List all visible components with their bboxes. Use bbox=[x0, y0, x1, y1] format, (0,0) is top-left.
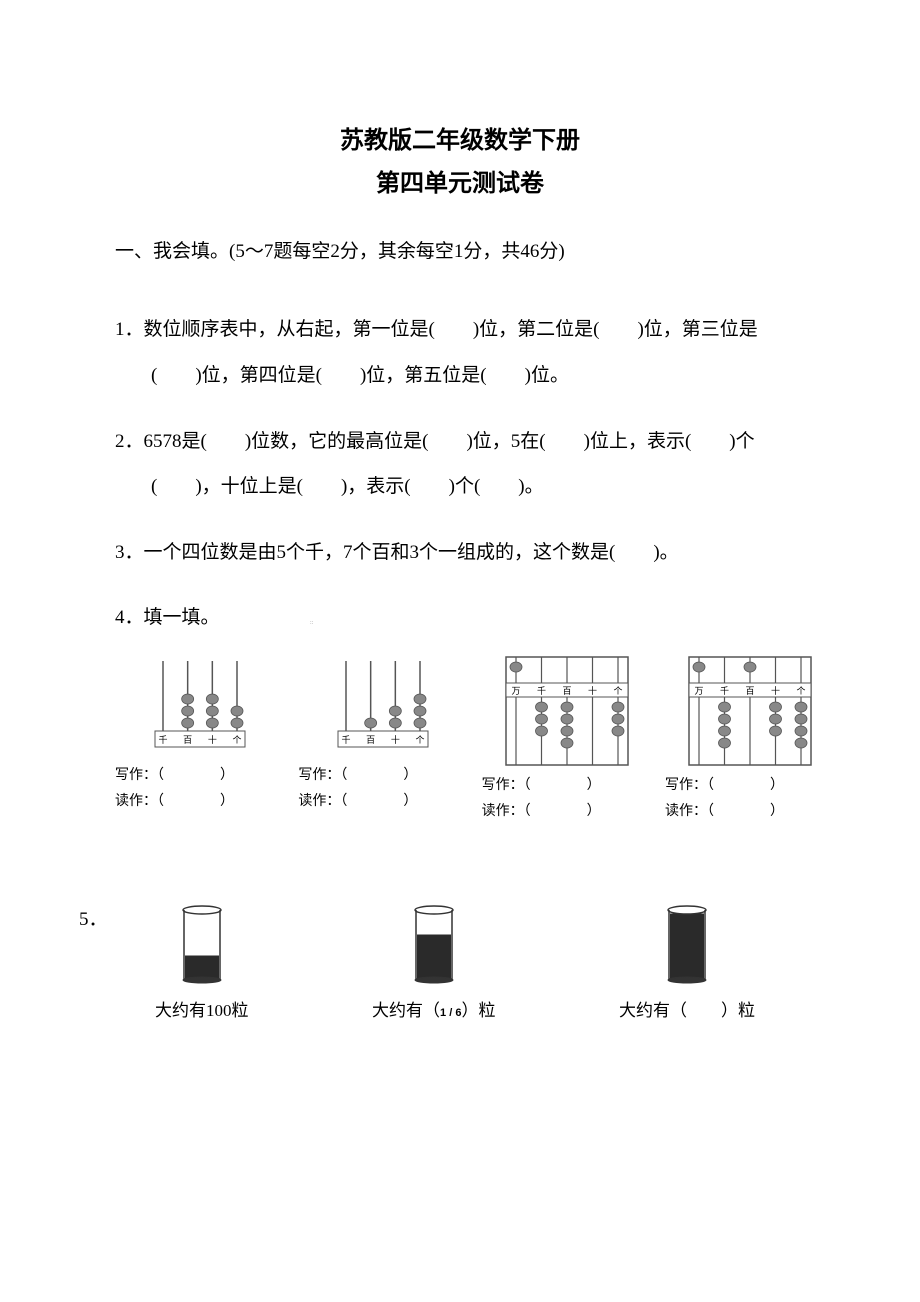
section-1-header: 一、我会填。(5～7题每空2分，其余每空1分，共46分) bbox=[115, 236, 805, 263]
watermark-icon: :: bbox=[310, 620, 313, 626]
abacus-item: 千 百 十 个 写作：（ ） 读作：（ ） bbox=[298, 651, 468, 824]
svg-text:千: 千 bbox=[342, 735, 351, 745]
cup-2: 大约有（1 / 6）粒 bbox=[372, 904, 495, 1021]
read-label: 读作：（ ） bbox=[298, 791, 468, 813]
question-4-label: 4．填一填。 bbox=[115, 607, 220, 628]
svg-text:百: 百 bbox=[745, 686, 754, 696]
question-5: 5． 大约有100粒 大约有（1 / 6）粒 大约有（ ）粒 bbox=[79, 904, 805, 1021]
cup-1-label: 大约有100粒 bbox=[155, 996, 249, 1021]
svg-text:千: 千 bbox=[158, 735, 167, 745]
write-label: 写作：（ ） bbox=[482, 775, 652, 797]
svg-text:万: 万 bbox=[511, 686, 520, 696]
svg-text:个: 个 bbox=[232, 735, 241, 745]
title-line-1: 苏教版二年级数学下册 bbox=[115, 120, 805, 163]
cup-3: 大约有（ ）粒 bbox=[619, 904, 755, 1021]
svg-text:十: 十 bbox=[391, 734, 400, 745]
svg-text:十: 十 bbox=[771, 685, 780, 696]
write-label: 写作：（ ） bbox=[665, 775, 835, 797]
title-line-2: 第四单元测试卷 bbox=[115, 163, 805, 206]
question-4: 4．填一填。 千百十个 写作：（ ） 读作：（ ） 千百十个 写作：（ ） 读作… bbox=[115, 595, 805, 823]
write-label: 写作：（ ） bbox=[115, 765, 285, 787]
svg-text:个: 个 bbox=[416, 735, 425, 745]
read-label: 读作：（ ） bbox=[482, 801, 652, 823]
svg-text:百: 百 bbox=[366, 735, 375, 745]
read-label: 读作：（ ） bbox=[115, 791, 285, 813]
svg-text:十: 十 bbox=[588, 685, 597, 696]
abacus-item: 万 千 百 十 个 写作：（ ） 读作：（ ） bbox=[665, 651, 835, 824]
svg-text:十: 十 bbox=[208, 734, 217, 745]
question-3: 3．一个四位数是由5个千，7个百和3个一组成的，这个数是( )。 bbox=[115, 530, 805, 576]
question-2: 2．6578是( )位数，它的最高位是( )位，5在( )位上，表示( )个( … bbox=[115, 419, 805, 510]
svg-text:个: 个 bbox=[613, 686, 622, 696]
write-label: 写作：（ ） bbox=[298, 765, 468, 787]
cup-2-label: 大约有（1 / 6）粒 bbox=[372, 996, 495, 1021]
abacus-item: 万 千 百 十 个 写作：（ ） 读作：（ ） bbox=[482, 651, 652, 824]
svg-text:百: 百 bbox=[562, 686, 571, 696]
svg-text:万: 万 bbox=[694, 686, 703, 696]
question-5-number: 5． bbox=[79, 904, 115, 1021]
svg-text:千: 千 bbox=[537, 686, 546, 696]
svg-text:个: 个 bbox=[796, 686, 805, 696]
svg-text:百: 百 bbox=[183, 735, 192, 745]
read-label: 读作：（ ） bbox=[665, 801, 835, 823]
question-1: 1．数位顺序表中，从右起，第一位是( )位，第二位是( )位，第三位是( )位，… bbox=[115, 307, 805, 398]
cup-3-label: 大约有（ ）粒 bbox=[619, 996, 755, 1021]
abacus-item: 千 百 十 个 写作：（ ） 读作：（ ） bbox=[115, 651, 285, 824]
cup-1: 大约有100粒 bbox=[155, 904, 249, 1021]
svg-text:千: 千 bbox=[720, 686, 729, 696]
